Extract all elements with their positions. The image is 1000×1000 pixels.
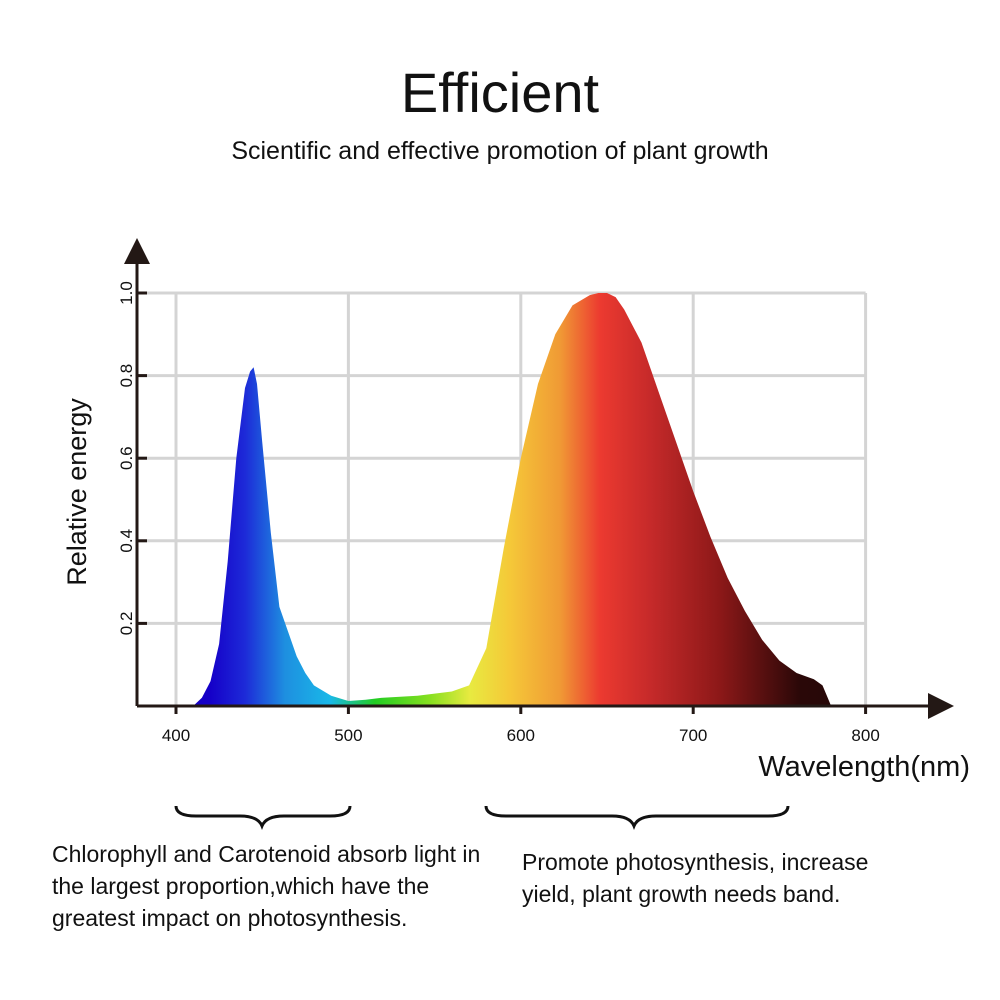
- y-tick-label: 1.0: [117, 281, 136, 305]
- y-tick-label: 0.2: [117, 612, 136, 636]
- y-tick-label: 0.8: [117, 364, 136, 388]
- annotation-left: Chlorophyll and Carotenoid absorb light …: [52, 841, 481, 931]
- x-axis-label: Wavelength(nm): [758, 751, 970, 783]
- axes: [124, 238, 954, 719]
- brace-left: [174, 805, 352, 831]
- x-tick-label: 500: [334, 726, 362, 745]
- x-tick-label: 800: [851, 726, 879, 745]
- spectrum-area: [193, 293, 832, 706]
- brace-right: [484, 805, 790, 831]
- x-tick-labels: 400 500 600 700 800: [162, 726, 880, 745]
- x-tick-label: 400: [162, 726, 190, 745]
- x-tick-label: 700: [679, 726, 707, 745]
- chart-subtitle: Scientific and effective promotion of pl…: [231, 137, 769, 165]
- y-axis-label: Relative energy: [62, 398, 92, 586]
- chart-title: Efficient: [400, 61, 600, 124]
- y-axis-arrow: [124, 238, 150, 264]
- x-tick-label: 600: [507, 726, 535, 745]
- y-tick-label: 0.4: [117, 529, 136, 553]
- x-axis-arrow: [928, 693, 954, 719]
- y-tick-label: 0.6: [117, 446, 136, 470]
- annotation-right: Promote photosynthesis, increase yield, …: [522, 849, 869, 907]
- y-tick-labels: 0.2 0.4 0.6 0.8 1.0: [117, 281, 136, 635]
